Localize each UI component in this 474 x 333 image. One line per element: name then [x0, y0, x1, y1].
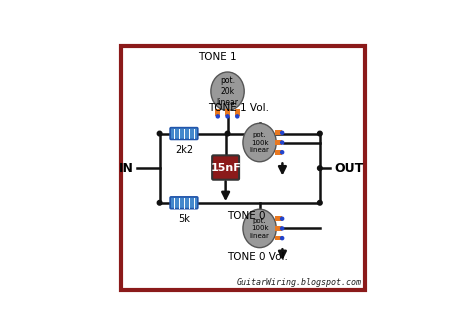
Circle shape — [281, 151, 284, 154]
Text: 2k2: 2k2 — [175, 145, 193, 155]
Bar — [235, 109, 239, 116]
Bar — [275, 236, 282, 240]
Text: 5k: 5k — [178, 214, 190, 224]
Circle shape — [318, 166, 322, 170]
Circle shape — [226, 115, 229, 118]
Text: pot.
100k
linear: pot. 100k linear — [250, 218, 270, 239]
Circle shape — [157, 200, 162, 205]
Text: IN: IN — [119, 162, 134, 175]
Text: TONE 1: TONE 1 — [198, 52, 237, 62]
Text: pot.
100k
linear: pot. 100k linear — [250, 132, 270, 153]
Circle shape — [281, 141, 284, 144]
FancyBboxPatch shape — [170, 128, 198, 140]
Ellipse shape — [211, 72, 244, 111]
Text: TONE 0 Vol.: TONE 0 Vol. — [228, 252, 288, 262]
Text: pot.
20k
linear: pot. 20k linear — [217, 76, 238, 107]
Ellipse shape — [243, 209, 276, 248]
Bar — [275, 131, 282, 135]
Text: OUT: OUT — [334, 162, 363, 175]
Bar — [275, 140, 282, 145]
Circle shape — [216, 115, 219, 118]
Text: TONE 0: TONE 0 — [228, 210, 266, 220]
Circle shape — [281, 237, 284, 240]
Circle shape — [281, 217, 284, 220]
FancyBboxPatch shape — [170, 197, 198, 209]
Bar — [275, 150, 282, 155]
Bar — [225, 109, 230, 116]
Circle shape — [318, 131, 322, 136]
FancyBboxPatch shape — [212, 155, 239, 180]
Bar — [275, 216, 282, 221]
Text: TONE 1 Vol.: TONE 1 Vol. — [208, 103, 269, 113]
Circle shape — [281, 227, 284, 230]
Bar — [275, 226, 282, 231]
Bar — [216, 109, 220, 116]
Circle shape — [157, 131, 162, 136]
Circle shape — [236, 115, 239, 118]
Text: 15nF: 15nF — [210, 163, 241, 172]
Circle shape — [318, 200, 322, 205]
Circle shape — [225, 131, 230, 136]
Ellipse shape — [243, 123, 276, 162]
Circle shape — [281, 131, 284, 134]
Text: GuitarWiring.blogspot.com: GuitarWiring.blogspot.com — [237, 278, 362, 287]
